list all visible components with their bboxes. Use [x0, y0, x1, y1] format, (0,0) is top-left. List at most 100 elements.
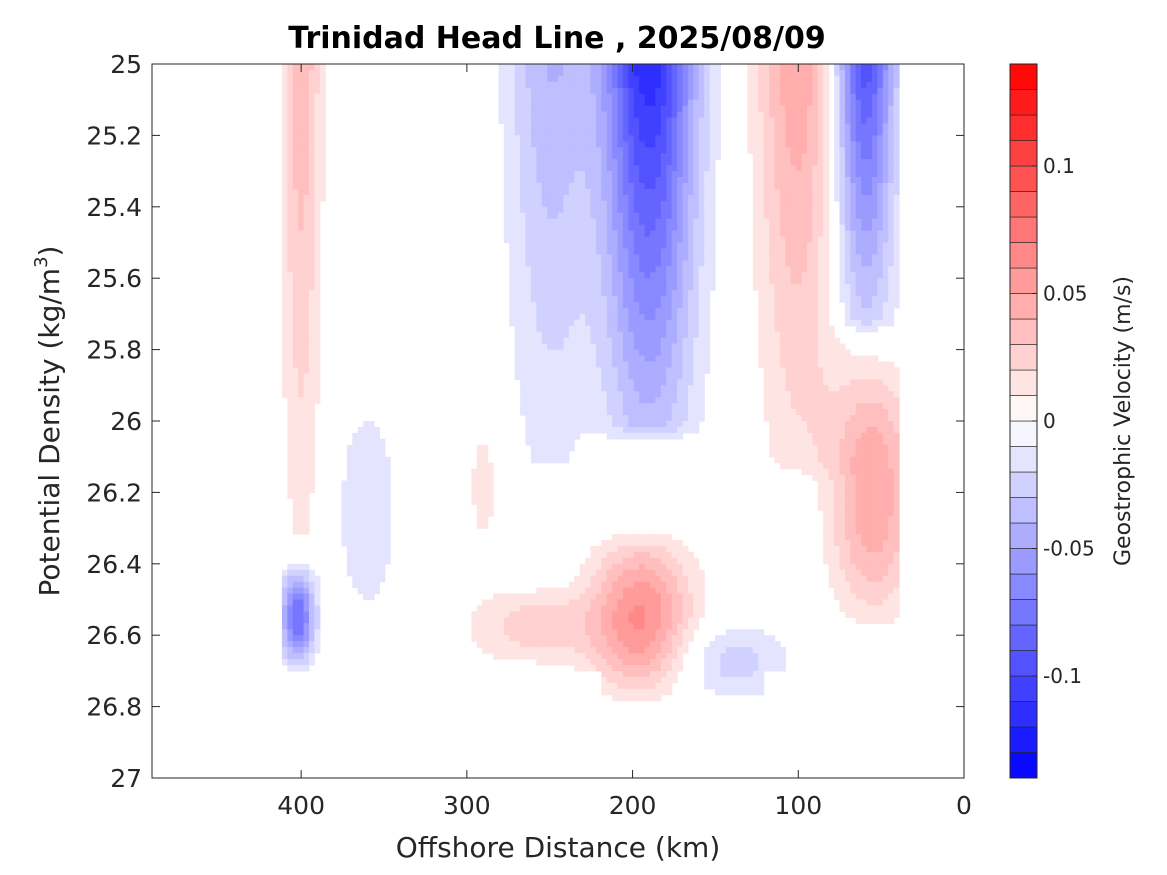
field-cell — [552, 426, 559, 434]
field-cell — [644, 641, 651, 648]
field-cell — [281, 302, 288, 309]
field-cell — [503, 194, 510, 202]
field-cell — [579, 397, 586, 404]
field-cell — [644, 325, 651, 333]
field-cell — [774, 331, 781, 339]
field-cell — [790, 444, 797, 452]
field-cell — [801, 290, 808, 297]
field-cell — [303, 69, 310, 77]
field-cell — [514, 165, 521, 172]
field-cell — [287, 159, 294, 166]
field-cell — [314, 361, 321, 369]
field-cell — [541, 659, 548, 666]
field-cell — [639, 587, 646, 595]
field-cell — [769, 254, 776, 261]
field-cell — [606, 551, 613, 559]
field-cell — [639, 212, 646, 220]
field-cell — [671, 200, 678, 208]
field-cell — [585, 105, 592, 113]
field-cell — [714, 99, 721, 107]
field-cell — [671, 391, 678, 398]
field-cell — [758, 177, 765, 184]
field-cell — [574, 659, 581, 666]
field-cell — [736, 664, 743, 672]
field-cell — [346, 534, 353, 541]
field-cell — [639, 647, 646, 654]
field-cell — [601, 302, 608, 309]
field-cell — [595, 361, 602, 369]
field-cell — [363, 528, 370, 535]
field-cell — [558, 593, 565, 601]
field-cell — [281, 93, 288, 101]
field-cell — [677, 367, 684, 374]
field-cell — [308, 302, 315, 309]
field-cell — [655, 605, 662, 612]
field-cell — [303, 272, 310, 279]
field-cell — [606, 236, 613, 244]
field-cell — [292, 605, 299, 612]
field-cell — [552, 587, 559, 595]
field-cell — [298, 296, 305, 303]
field-cell — [568, 272, 575, 279]
field-cell — [563, 159, 570, 166]
field-cell — [666, 664, 673, 672]
field-cell — [579, 361, 586, 369]
field-cell — [292, 397, 299, 404]
field-cell — [298, 623, 305, 630]
field-cell — [298, 510, 305, 517]
field-cell — [714, 659, 721, 666]
field-cell — [709, 141, 716, 148]
field-cell — [368, 551, 375, 559]
field-cell — [742, 659, 749, 666]
field-cell — [579, 343, 586, 351]
field-cell — [525, 272, 532, 279]
field-cell — [633, 343, 640, 351]
field-cell — [650, 670, 657, 678]
field-cell — [758, 64, 765, 71]
field-cell — [655, 224, 662, 232]
field-cell — [774, 385, 781, 392]
field-cell — [704, 123, 711, 131]
field-cell — [747, 93, 754, 101]
field-cell — [525, 206, 532, 214]
field-cell — [601, 688, 608, 696]
field-cell — [687, 587, 694, 595]
field-cell — [308, 623, 315, 630]
field-cell — [666, 587, 673, 595]
field-cell — [303, 361, 310, 369]
field-cell — [812, 444, 819, 452]
field-cell — [368, 581, 375, 589]
field-cell — [682, 135, 689, 142]
field-cell — [682, 361, 689, 369]
field-cell — [714, 147, 721, 154]
field-cell — [763, 307, 770, 315]
field-cell — [650, 159, 657, 166]
field-cell — [308, 319, 315, 327]
field-cell — [341, 486, 348, 493]
field-cell — [509, 254, 516, 261]
field-cell — [563, 653, 570, 660]
field-cell — [731, 664, 738, 672]
field-cell — [785, 266, 792, 273]
field-cell — [547, 432, 554, 440]
chart-title: Trinidad Head Line , 2025/08/09 — [288, 21, 825, 56]
field-cell — [585, 331, 592, 339]
field-cell — [298, 278, 305, 285]
field-cell — [612, 93, 619, 101]
field-cell — [541, 171, 548, 178]
field-cell — [714, 635, 721, 642]
field-cell — [352, 545, 359, 553]
field-cell — [308, 75, 315, 83]
field-cell — [785, 212, 792, 220]
field-cell — [514, 242, 521, 250]
field-cell — [303, 290, 310, 297]
field-cell — [379, 504, 386, 511]
field-cell — [606, 218, 613, 226]
field-cell — [666, 141, 673, 148]
field-cell — [677, 563, 684, 571]
field-cell — [693, 373, 700, 380]
field-cell — [660, 641, 667, 648]
field-cell — [769, 93, 776, 101]
field-cell — [779, 254, 786, 261]
field-cell — [595, 319, 602, 327]
